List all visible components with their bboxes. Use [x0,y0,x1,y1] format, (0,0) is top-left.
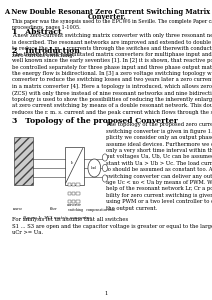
Bar [72,200,75,202]
Text: A New Double Resonant Zero Current Switching Matrix: A New Double Resonant Zero Current Switc… [4,8,210,16]
Text: Ic: Ic [70,161,74,165]
Circle shape [102,164,107,172]
Text: Converter.: Converter. [88,13,126,21]
Text: compensation load: compensation load [86,208,115,212]
Text: Figure 1: 3X3 matrix converter: Figure 1: 3X3 matrix converter [22,216,92,220]
Bar [68,192,71,195]
Text: 3   Topology of the proposed Converter: 3 Topology of the proposed Converter [12,117,177,125]
Bar [76,192,80,195]
Text: load: load [91,166,97,170]
Text: 1: 1 [104,291,108,296]
Bar [76,200,80,202]
Text: converter
   switching: converter switching [65,203,83,212]
Text: source: source [13,208,23,212]
Text: 2   Introduction: 2 Introduction [12,47,80,55]
Bar [68,183,71,186]
Bar [68,200,71,202]
Text: filter: filter [50,208,58,212]
Text: For analysis let us assume that all switches
S1 ... S3 are open and the capacito: For analysis let us assume that all swit… [12,218,212,235]
Text: This paper was the synopsis used to the EPCW6 in Seville. The complete Paper can: This paper was the synopsis used to the … [12,19,212,30]
Text: A new zero-current switching matrix converter with only three resonant networks : A new zero-current switching matrix conv… [12,33,212,58]
Bar [65,147,84,184]
Circle shape [88,159,101,177]
Text: The topology of the proposed zero current
switching converter is given in figure: The topology of the proposed zero curren… [106,122,212,211]
Bar [76,183,80,186]
Bar [72,192,75,195]
Bar [14,136,33,184]
Circle shape [102,175,107,182]
Circle shape [102,154,107,161]
Text: The theory of self commutated matrix converters for multiphase input and multiph: The theory of self commutated matrix con… [12,52,212,115]
Bar [72,183,75,186]
Text: 1   Abstract: 1 Abstract [12,28,61,37]
